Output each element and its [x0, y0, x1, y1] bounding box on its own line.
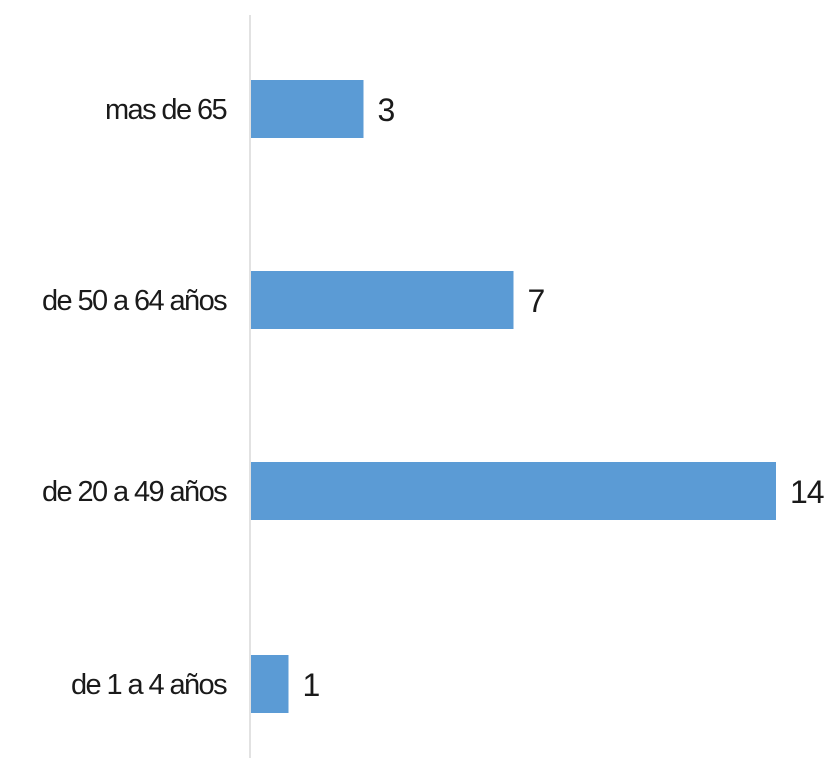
category-label: mas de 65 [105, 94, 226, 126]
bar-1 [251, 271, 514, 329]
category-label: de 1 a 4 años [71, 669, 227, 701]
bar-2 [251, 462, 776, 520]
bar-3 [251, 655, 289, 713]
category-label: de 50 a 64 años [42, 285, 227, 317]
labels-layer: mas de 65 3 de 50 a 64 años 7 de 20 a 49 año… [42, 92, 825, 703]
data-label: 14 [790, 474, 824, 510]
bars-layer [251, 80, 776, 713]
data-label: 7 [528, 283, 545, 319]
data-label: 3 [378, 92, 395, 128]
data-label: 1 [303, 667, 320, 703]
category-label: de 20 a 49 años [42, 476, 227, 508]
bar-0 [251, 80, 364, 138]
